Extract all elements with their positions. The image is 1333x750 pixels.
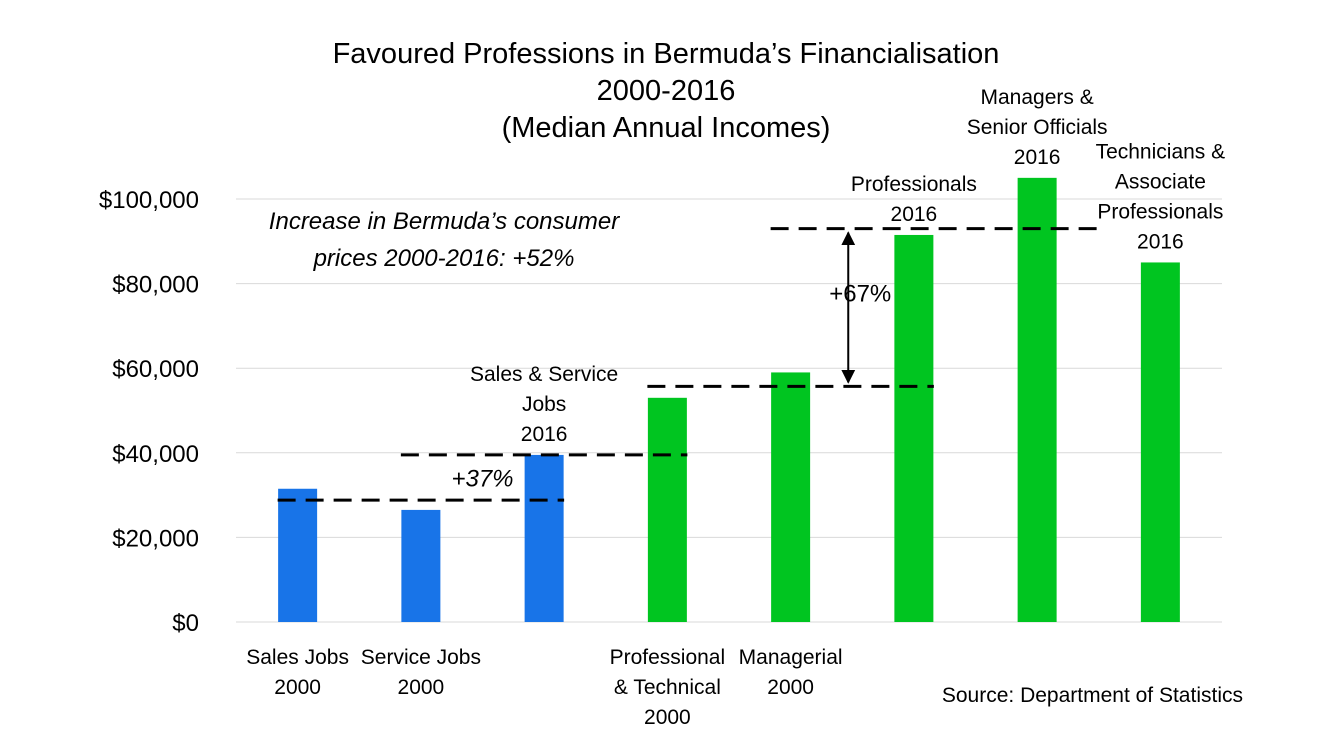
category-label: Service Jobs 2000: [361, 646, 481, 699]
bar: [647, 397, 687, 622]
annotations: +37% +67% Increase in Bermuda’s consumer pr…: [269, 208, 891, 493]
bar: [894, 234, 934, 622]
category-label-line: Sales Jobs: [246, 646, 349, 669]
reference-lines: [277, 227, 1098, 502]
category-label-line: 2016: [1014, 146, 1061, 169]
consumer-price-note-line: Increase in Bermuda’s consumer: [269, 208, 620, 235]
y-tick-label: $60,000: [112, 356, 199, 383]
bar: [401, 509, 441, 622]
bar: [278, 488, 318, 622]
category-label-line: Sales & Service: [470, 363, 618, 386]
percent-annotation: +67%: [829, 280, 891, 307]
chart-title-text-line: (Median Annual Incomes): [502, 112, 831, 144]
category-label-line: 2000: [767, 676, 814, 699]
bar: [1140, 262, 1180, 622]
chart-title-text: Favoured Professions in Bermuda’s Financ…: [333, 38, 1000, 144]
category-label: Professionals 2016: [851, 173, 977, 226]
consumer-price-note: Increase in Bermuda’s consumer prices 200…: [269, 208, 620, 272]
chart-title-text-line: 2000-2016: [597, 75, 736, 107]
source-note: Source: Department of Statistics: [942, 684, 1243, 707]
category-label-line: Jobs: [522, 393, 566, 416]
category-label-line: 2000: [644, 706, 691, 729]
chart-title-text-line: Favoured Professions in Bermuda’s Financ…: [333, 38, 1000, 70]
category-label-line: Managerial: [739, 646, 843, 669]
y-tick-label: $0: [172, 610, 199, 637]
category-label-line: & Technical: [614, 676, 721, 699]
bar: [524, 454, 564, 622]
y-tick-label: $40,000: [112, 441, 199, 468]
category-labels: Sales Jobs 2000 Service Jobs 2000 Sales & Se…: [246, 86, 1225, 729]
category-label-line: Service Jobs: [361, 646, 481, 669]
chart-title: Favoured Professions in Bermuda’s Financ…: [333, 38, 1000, 144]
bars: [278, 177, 1180, 622]
category-label-line: Senior Officials: [967, 116, 1108, 139]
bar: [1017, 177, 1057, 622]
category-label-line: 2000: [398, 676, 445, 699]
category-label-line: Professional: [610, 646, 726, 669]
y-axis-tick-labels: $0 $20,000 $40,000 $60,000 $80,000 $100,000: [99, 187, 199, 637]
percent-annotation: +37%: [451, 466, 513, 493]
category-label-line: Professionals: [1097, 200, 1223, 223]
category-label-line: Professionals: [851, 173, 977, 196]
gridlines: [236, 198, 1222, 623]
category-label-line: Technicians &: [1096, 140, 1226, 163]
bar: [771, 372, 811, 622]
category-label: Technicians & Associate Professionals 2016: [1096, 140, 1226, 253]
category-label-line: 2016: [521, 423, 568, 446]
category-label: Professional & Technical 2000: [610, 646, 726, 729]
category-label-line: Managers &: [981, 86, 1094, 109]
y-tick-label: $100,000: [99, 187, 199, 214]
y-tick-label: $20,000: [112, 525, 199, 552]
category-label-line: 2016: [891, 203, 938, 226]
category-label-line: 2000: [274, 676, 321, 699]
category-label: Managers & Senior Officials 2016: [967, 86, 1108, 169]
category-label: Sales & Service Jobs 2016: [470, 363, 618, 446]
category-label-line: 2016: [1137, 230, 1184, 253]
category-label: Managerial 2000: [739, 646, 843, 699]
y-tick-label: $80,000: [112, 272, 199, 299]
category-label-line: Associate: [1115, 170, 1206, 193]
category-label: Sales Jobs 2000: [246, 646, 349, 699]
consumer-price-note-line: prices 2000-2016: +52%: [313, 245, 575, 272]
